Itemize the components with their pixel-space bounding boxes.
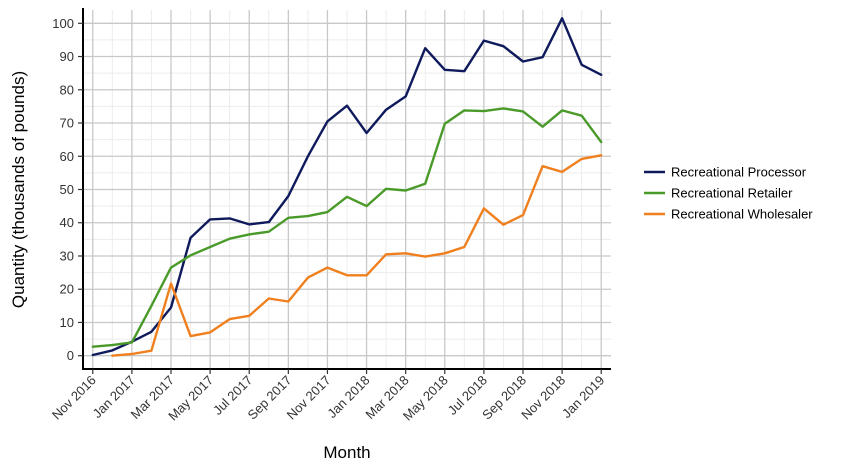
legend-label: Recreational Wholesaler [671, 207, 813, 222]
x-tick-label: Jan 2019 [559, 373, 607, 421]
legend-label: Recreational Retailer [671, 186, 793, 201]
x-axis-title: Month [323, 443, 370, 462]
y-tick-label: 40 [60, 215, 74, 230]
series-lines [91, 17, 603, 357]
y-tick-label: 60 [60, 149, 74, 164]
y-tick-label: 10 [60, 315, 74, 330]
y-axis-title: Quantity (thousands of pounds) [9, 71, 28, 308]
y-tick-label: 90 [60, 49, 74, 64]
y-tick-label: 80 [60, 82, 74, 97]
series-line-recreational-processor [91, 17, 603, 357]
legend: Recreational Processor Recreational Retai… [644, 165, 813, 222]
x-tick-label: Nov 2016 [49, 373, 99, 423]
legend-label: Recreational Processor [671, 165, 807, 180]
series-line-recreational-wholesaler [111, 154, 603, 357]
grid [83, 10, 611, 369]
y-tick-label: 100 [52, 16, 74, 31]
y-tick-label: 30 [60, 248, 74, 263]
y-tick-label: 50 [60, 182, 74, 197]
y-tick-label: 70 [60, 116, 74, 131]
y-tick-label: 20 [60, 282, 74, 297]
series-line-recreational-retailer [91, 107, 603, 348]
y-tick-label: 0 [67, 348, 74, 363]
